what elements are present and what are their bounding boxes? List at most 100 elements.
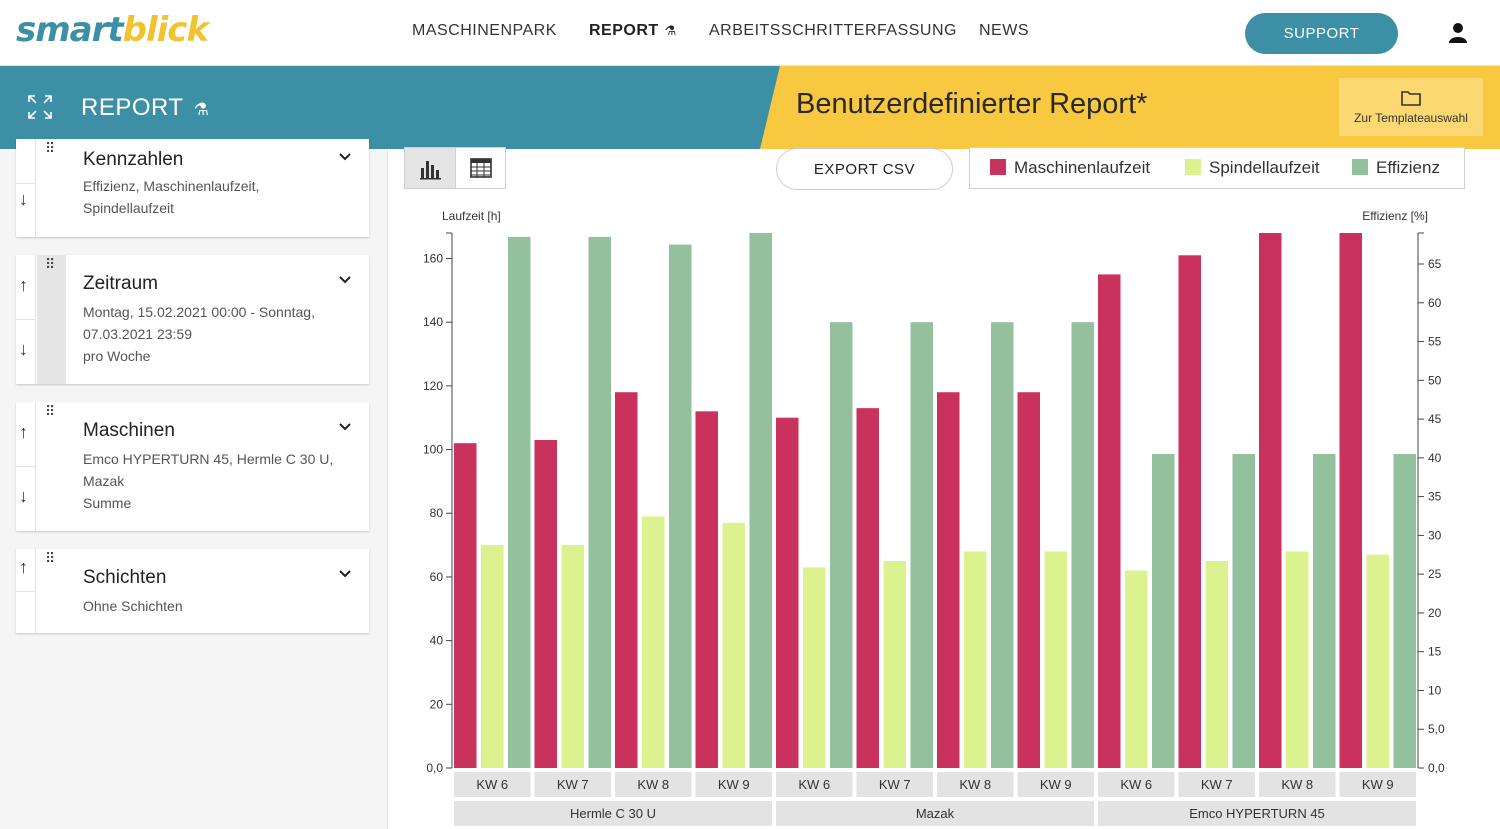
filter-card-description: Ohne Schichten bbox=[83, 598, 183, 614]
filter-card-description: Montag, 15.02.2021 00:00 - Sonntag, 07.0… bbox=[83, 304, 315, 342]
category-tick-label: KW 9 bbox=[1362, 777, 1394, 792]
chevron-down-icon[interactable] bbox=[338, 569, 352, 579]
y-right-tick-label: 65 bbox=[1428, 257, 1442, 271]
drag-handle[interactable]: ⠿ bbox=[37, 139, 66, 237]
legend-item-effizienz[interactable]: Effizienz bbox=[1352, 158, 1440, 178]
nav-item-report-label: REPORT bbox=[589, 22, 659, 39]
category-label-box bbox=[1178, 772, 1255, 797]
bar-spindellaufzeit bbox=[481, 545, 504, 768]
y-left-tick-label: 140 bbox=[423, 315, 443, 329]
user-icon[interactable] bbox=[1448, 22, 1468, 44]
top-navigation: smartblick MASCHINENPARK REPORT ⚗ ARBEITS… bbox=[0, 0, 1500, 66]
y-right-tick-label: 20 bbox=[1428, 606, 1442, 620]
drag-handle[interactable]: ⠿ bbox=[37, 549, 66, 633]
reorder-controls: ↑ ↓ bbox=[16, 255, 36, 384]
nav-item-news[interactable]: NEWS bbox=[979, 22, 1029, 39]
y-right-tick-label: 60 bbox=[1428, 296, 1442, 310]
section-header-band bbox=[0, 66, 780, 149]
bar-effizienz bbox=[1152, 453, 1175, 768]
category-label-box bbox=[534, 772, 611, 797]
bar-spindellaufzeit bbox=[1125, 570, 1148, 768]
section-title: REPORT ⚗ bbox=[81, 94, 209, 122]
move-down-icon[interactable]: ↓ bbox=[19, 339, 28, 359]
move-up-icon[interactable]: ↑ bbox=[19, 557, 28, 577]
legend-item-spindellaufzeit[interactable]: Spindellaufzeit bbox=[1185, 158, 1320, 178]
category-label-box bbox=[454, 772, 531, 797]
category-label-box bbox=[856, 772, 933, 797]
table-view-button[interactable] bbox=[456, 148, 507, 188]
chevron-down-icon[interactable] bbox=[338, 275, 352, 285]
bar-maschinenlaufzeit bbox=[695, 411, 718, 768]
move-down-icon[interactable]: ↓ bbox=[19, 486, 28, 506]
nav-item-report[interactable]: REPORT ⚗ bbox=[589, 22, 677, 40]
view-toggle bbox=[404, 147, 506, 189]
export-csv-button[interactable]: EXPORT CSV bbox=[776, 148, 953, 190]
bar-spindellaufzeit bbox=[803, 567, 826, 768]
legend-label: Spindellaufzeit bbox=[1209, 158, 1320, 177]
table-icon bbox=[470, 158, 492, 178]
bar-spindellaufzeit bbox=[722, 522, 745, 768]
category-tick-label: KW 8 bbox=[637, 777, 669, 792]
group-label-box bbox=[1098, 801, 1416, 826]
support-button[interactable]: SUPPORT bbox=[1245, 13, 1398, 54]
y-right-axis-title: Effizienz [%] bbox=[1362, 209, 1428, 223]
bar-spindellaufzeit bbox=[1366, 554, 1389, 768]
y-left-tick-label: 0,0 bbox=[426, 761, 443, 775]
legend-item-maschinenlaufzeit[interactable]: Maschinenlaufzeit bbox=[990, 158, 1150, 178]
y-left-tick-label: 20 bbox=[430, 697, 444, 711]
bar-maschinenlaufzeit bbox=[1098, 274, 1121, 768]
bar-maschinenlaufzeit bbox=[937, 392, 960, 768]
nav-item-maschinenpark[interactable]: MASCHINENPARK bbox=[412, 22, 557, 39]
template-selection-label: Zur Templateauswahl bbox=[1354, 111, 1468, 125]
bar-chart-view-button[interactable] bbox=[405, 148, 456, 188]
category-tick-label: KW 9 bbox=[718, 777, 750, 792]
bar-effizienz bbox=[1071, 322, 1094, 768]
bar-maschinenlaufzeit bbox=[776, 417, 799, 768]
y-right-tick-label: 25 bbox=[1428, 567, 1442, 581]
legend-swatch bbox=[1185, 159, 1201, 175]
chevron-down-icon[interactable] bbox=[338, 152, 352, 162]
group-label-box bbox=[776, 801, 1094, 826]
filter-card-kennzahlen: ↓ ⠿ Kennzahlen Effizienz, Maschinenlaufz… bbox=[16, 139, 369, 237]
filter-card-zeitraum: ↑ ↓ ⠿ Zeitraum Montag, 15.02.2021 00:00 … bbox=[16, 255, 369, 384]
filter-card-description: Emco HYPERTURN 45, Hermle C 30 U, Mazak bbox=[83, 451, 334, 489]
bar-maschinenlaufzeit bbox=[1017, 392, 1040, 768]
move-up-icon[interactable]: ↑ bbox=[19, 422, 28, 442]
logo[interactable]: smartblick bbox=[16, 10, 209, 50]
bar-effizienz bbox=[830, 322, 853, 768]
nav-item-arbeitsschritterfassung[interactable]: ARBEITSSCHRITTERFASSUNG bbox=[709, 22, 957, 39]
template-selection-button[interactable]: Zur Templateauswahl bbox=[1339, 78, 1483, 136]
flask-icon: ⚗ bbox=[193, 100, 210, 119]
y-right-tick-label: 10 bbox=[1428, 683, 1442, 697]
reorder-controls: ↑ ↓ bbox=[16, 402, 36, 531]
folder-icon bbox=[1401, 91, 1421, 106]
category-tick-label: KW 6 bbox=[798, 777, 830, 792]
group-label-box bbox=[454, 801, 772, 826]
chevron-down-icon[interactable] bbox=[338, 422, 352, 432]
category-tick-label: KW 7 bbox=[879, 777, 911, 792]
category-label-box bbox=[615, 772, 692, 797]
drag-handle[interactable]: ⠿ bbox=[37, 402, 66, 531]
group-tick-label: Mazak bbox=[916, 806, 955, 821]
bar-effizienz bbox=[1232, 453, 1255, 768]
category-label-box bbox=[937, 772, 1014, 797]
y-left-tick-label: 100 bbox=[423, 443, 443, 457]
drag-handle-icon: ⠿ bbox=[45, 404, 55, 420]
drag-handle-icon: ⠿ bbox=[45, 257, 55, 273]
bar-maschinenlaufzeit bbox=[615, 392, 638, 768]
category-label-box bbox=[1017, 772, 1094, 797]
category-tick-label: KW 8 bbox=[1281, 777, 1313, 792]
bar-maschinenlaufzeit bbox=[1339, 233, 1362, 768]
section-title-label: REPORT bbox=[81, 94, 184, 121]
bar-effizienz bbox=[1313, 453, 1336, 768]
bar-effizienz bbox=[991, 322, 1014, 768]
y-left-tick-label: 80 bbox=[430, 506, 444, 520]
bar-spindellaufzeit bbox=[964, 551, 987, 768]
y-left-axis-title: Laufzeit [h] bbox=[442, 209, 501, 223]
expand-icon[interactable] bbox=[27, 94, 53, 120]
move-up-icon[interactable]: ↑ bbox=[19, 275, 28, 295]
move-down-icon[interactable]: ↓ bbox=[19, 189, 28, 209]
drag-handle[interactable]: ⠿ bbox=[37, 255, 66, 384]
bar-effizienz bbox=[508, 236, 531, 768]
chart-legend: Maschinenlaufzeit Spindellaufzeit Effizi… bbox=[969, 147, 1465, 189]
